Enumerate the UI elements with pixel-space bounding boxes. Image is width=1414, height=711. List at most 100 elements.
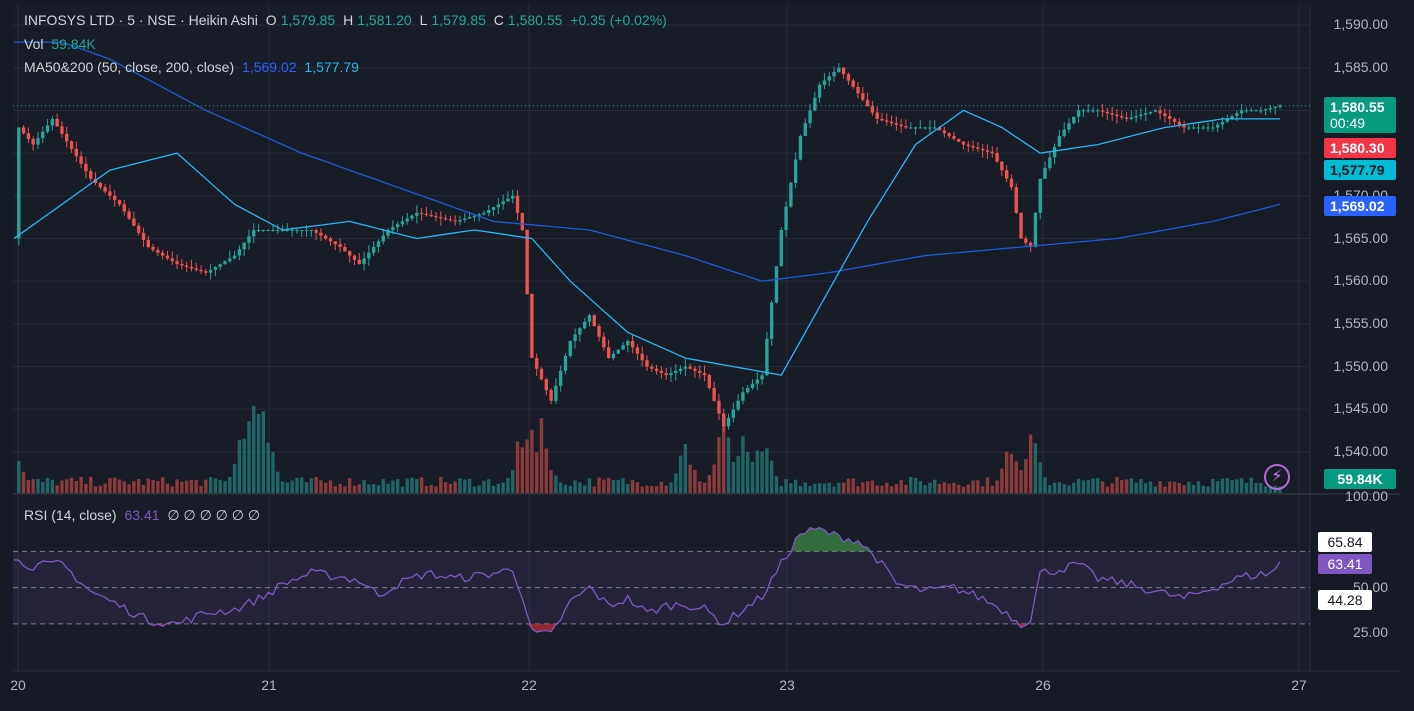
volume-bar (1096, 478, 1100, 493)
volume-bar (1230, 480, 1234, 493)
ma50-tag: 1,569.02 (1324, 196, 1396, 216)
volume-bar (280, 481, 285, 493)
volume-bar (45, 478, 50, 493)
volume-bar (487, 479, 491, 493)
candle-body (645, 360, 649, 367)
candle-body (899, 124, 903, 127)
candle-body (1239, 110, 1244, 114)
candle-body (765, 338, 769, 376)
candle-body (1244, 110, 1249, 112)
candle-body (170, 258, 174, 262)
volume-bar (1110, 483, 1114, 493)
candle-body (793, 159, 798, 183)
volume-bar (156, 480, 160, 493)
volume-bar (1249, 477, 1253, 493)
volume-bar (1163, 486, 1167, 493)
candle-body (717, 400, 721, 414)
volume-bar (669, 482, 673, 493)
volume-bar (300, 477, 304, 493)
candle-body (506, 198, 510, 202)
candle-body (957, 138, 961, 142)
candle-body (1062, 129, 1066, 137)
volume-bar (448, 483, 453, 493)
candle-body (160, 252, 165, 256)
candle-body (1067, 123, 1071, 130)
chart-title: INFOSYS LTD · 5 · NSE · Heikin Ashi (24, 12, 258, 28)
candle-body (626, 340, 630, 346)
candle-body (1014, 187, 1018, 213)
candle-body (300, 229, 304, 231)
volume-bar (1076, 478, 1081, 493)
candle-body (1172, 118, 1177, 122)
countdown-value: 00:49 (1330, 115, 1366, 131)
candle-body (880, 118, 884, 121)
open-label: O (265, 12, 277, 28)
volume-bar (726, 437, 731, 493)
volume-legend[interactable]: Vol 59.84K (24, 36, 100, 52)
candle-body (894, 123, 899, 125)
candle-body (568, 340, 572, 356)
volume-bar (127, 484, 131, 493)
volume-bar (981, 486, 985, 493)
candle-body (1004, 170, 1009, 179)
flash-icon[interactable]: ⚡ (1264, 464, 1290, 490)
price-tick-label: 1,565.00 (1333, 229, 1389, 246)
candle-body (808, 110, 812, 124)
volume-bar (352, 485, 357, 493)
volume-bar (55, 485, 59, 493)
candle-body (122, 204, 126, 212)
volume-bar (933, 479, 937, 493)
volume-bar (122, 481, 126, 493)
volume-bar (256, 414, 261, 493)
candle-body (496, 204, 501, 208)
candle-body (822, 80, 827, 85)
candle-body (1115, 114, 1119, 117)
volume-bar (659, 481, 664, 493)
last-price-tag: 1,580.55 00:49 (1324, 97, 1396, 133)
volume-bar (1254, 483, 1258, 493)
volume-bar (1239, 478, 1244, 493)
volume-bar (1187, 481, 1191, 493)
volume-bar (1235, 479, 1239, 493)
candle-body (228, 258, 232, 262)
volume-bar (817, 483, 822, 493)
volume-bar (496, 483, 501, 493)
volume-bar (894, 483, 899, 493)
ma-legend[interactable]: MA50&200 (50, close, 200, close) 1,569.0… (24, 59, 363, 75)
volume-bar (693, 469, 697, 493)
price-tick-label: 1,585.00 (1333, 58, 1389, 75)
candle-body (683, 366, 688, 369)
volume-bar (563, 484, 568, 493)
candle-body (784, 206, 788, 230)
volume-bar (554, 475, 558, 493)
volume-bar (626, 483, 630, 493)
volume-bar (702, 482, 707, 493)
candle-body (726, 417, 731, 427)
candle-body (774, 266, 779, 303)
time-tick-label: 22 (521, 677, 537, 693)
volume-bar (453, 481, 457, 493)
volume-bar (117, 479, 122, 493)
candle-body (1201, 127, 1205, 129)
rsi-line (13, 526, 1281, 633)
volume-bar (1100, 481, 1105, 493)
candle-body (554, 385, 558, 401)
candle-body (84, 163, 88, 172)
candle-body (746, 387, 750, 393)
candle-body (1096, 110, 1100, 112)
candle-body (309, 229, 313, 231)
candle-body (137, 225, 141, 233)
volume-bar (419, 477, 424, 493)
candle-body (1038, 178, 1042, 213)
rsi-legend[interactable]: RSI (14, close) 63.41 ∅ ∅ ∅ ∅ ∅ ∅ (24, 507, 264, 524)
candle-body (256, 229, 261, 231)
volume-bar (1220, 478, 1225, 493)
candle-body (947, 133, 951, 137)
volume-bar (443, 481, 448, 493)
candle-body (928, 127, 932, 129)
volume-bar (228, 477, 232, 493)
candle-body (702, 373, 707, 376)
volume-bar (1004, 451, 1009, 493)
candle-body (175, 261, 179, 265)
